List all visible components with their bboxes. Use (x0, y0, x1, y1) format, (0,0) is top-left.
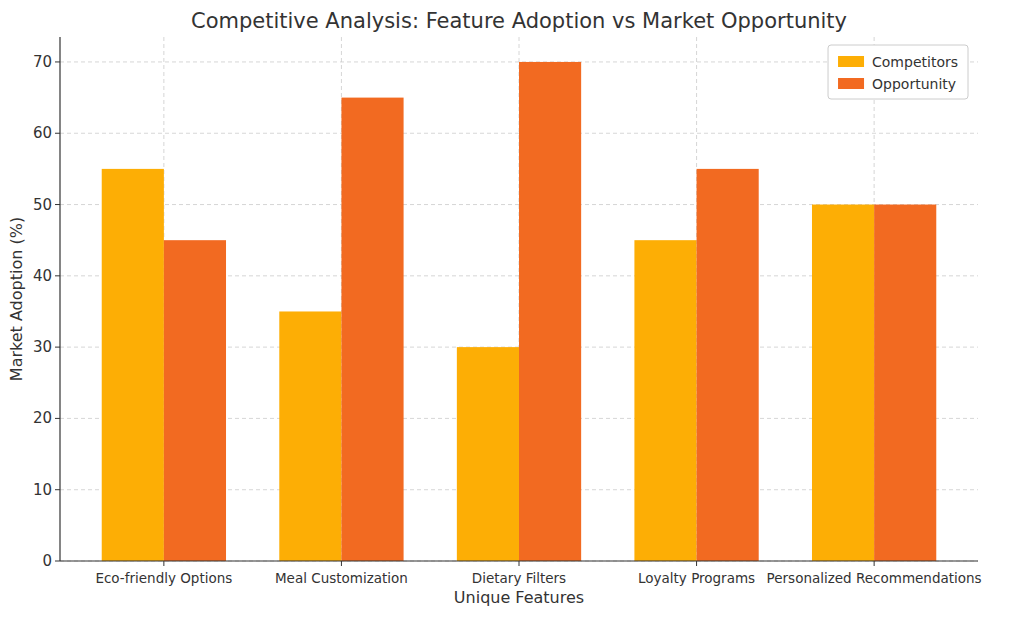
y-tick (55, 347, 60, 348)
y-tick (55, 489, 60, 490)
y-tick-label: 40 (33, 267, 52, 285)
bar (279, 311, 341, 561)
y-tick (55, 418, 60, 419)
y-tick (55, 275, 60, 276)
y-tick-label: 70 (33, 53, 52, 71)
y-tick (55, 133, 60, 134)
legend-box (828, 45, 968, 99)
bar (812, 205, 874, 561)
y-tick (55, 204, 60, 205)
y-tick-label: 30 (33, 338, 52, 356)
x-tick-label: Meal Customization (275, 570, 408, 586)
x-axis-label: Unique Features (454, 588, 584, 607)
x-tick (341, 561, 342, 566)
y-tick-label: 50 (33, 196, 52, 214)
x-tick-label: Personalized Recommendations (767, 570, 982, 586)
bar (457, 347, 519, 561)
x-tick (163, 561, 164, 566)
x-tick-label: Eco-friendly Options (95, 570, 232, 586)
legend-swatch (838, 56, 864, 67)
grid (60, 37, 978, 561)
x-tick-label: Loyalty Programs (638, 570, 755, 586)
bar (519, 62, 581, 561)
bar (102, 169, 164, 561)
title: Competitive Analysis: Feature Adoption v… (191, 9, 847, 33)
y-tick-label: 20 (33, 409, 52, 427)
legend-swatch (838, 78, 864, 89)
legend: Competitors Opportunity (828, 45, 968, 99)
bar (634, 240, 696, 561)
x-tick (519, 561, 520, 566)
y-tick-label: 10 (33, 481, 52, 499)
chart-container: 0 10 20 30 40 50 60 70 Eco-friendly Options Meal … (0, 0, 1024, 617)
bar (874, 205, 936, 561)
chart: 0 10 20 30 40 50 60 70 Eco-friendly Options Meal … (0, 0, 1024, 617)
x-tick (696, 561, 697, 566)
x-tick (874, 561, 875, 566)
y-tick-label: 60 (33, 124, 52, 142)
axes: 0 10 20 30 40 50 60 70 Eco-friendly Options Meal … (33, 37, 982, 586)
legend-label: Competitors (872, 54, 958, 70)
legend-label: Opportunity (872, 76, 956, 92)
bar (164, 240, 226, 561)
bars (102, 62, 937, 561)
y-axis-line (59, 37, 60, 561)
bar (697, 169, 759, 561)
bar (341, 98, 403, 561)
y-tick-label: 0 (42, 552, 52, 570)
x-tick-label: Dietary Filters (472, 570, 566, 586)
y-tick (55, 61, 60, 62)
y-axis-label: Market Adoption (%) (7, 217, 26, 381)
y-tick (55, 561, 60, 562)
